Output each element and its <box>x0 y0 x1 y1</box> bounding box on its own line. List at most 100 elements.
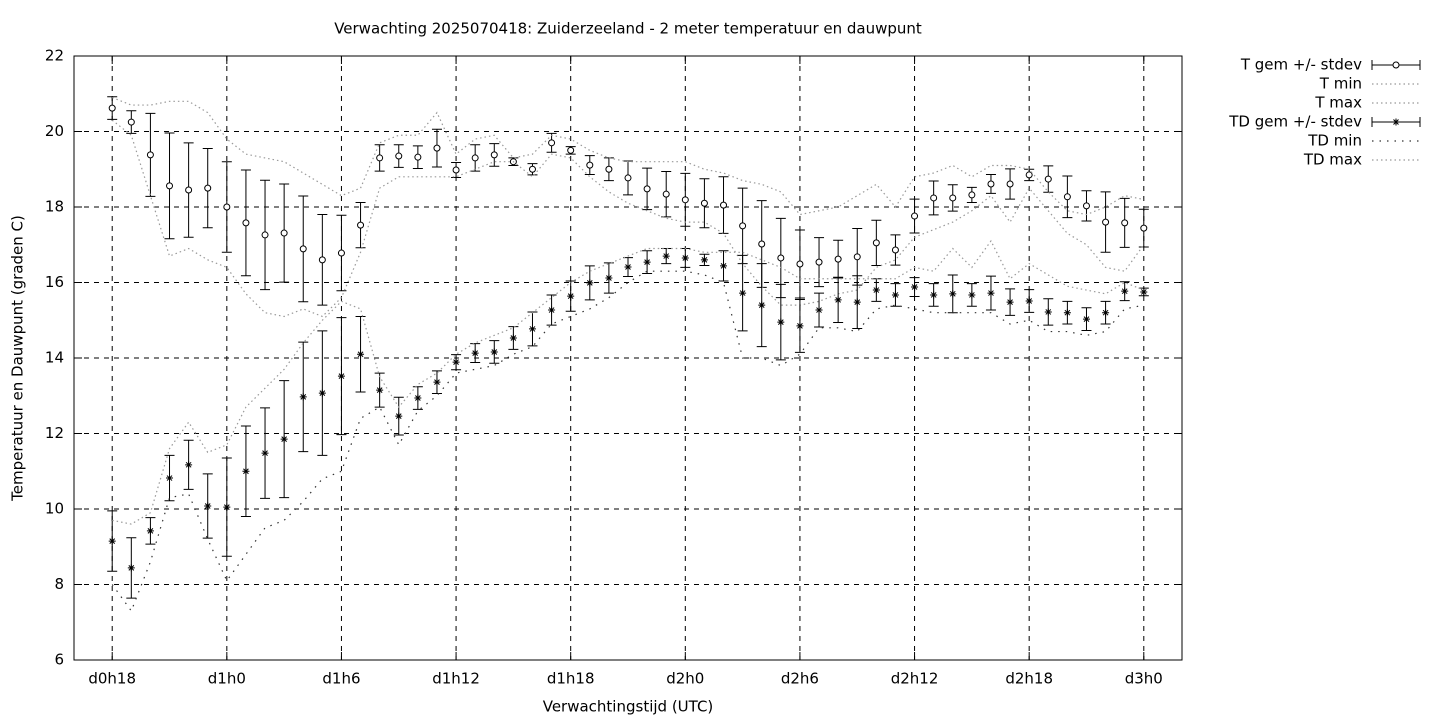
data-point <box>758 301 766 309</box>
y-tick-label: 8 <box>54 575 64 593</box>
x-tick-label: d1h6 <box>322 670 360 688</box>
x-tick-label: d3h0 <box>1125 670 1163 688</box>
x-tick-label: d2h12 <box>891 670 939 688</box>
data-point <box>853 253 861 261</box>
data-point <box>433 144 441 152</box>
range-line <box>111 119 1145 318</box>
data-point <box>414 394 422 402</box>
data-point <box>528 325 536 333</box>
legend-label: TD min <box>1307 132 1362 150</box>
data-point <box>815 258 823 266</box>
data-point <box>662 252 670 260</box>
x-tick-label: d2h18 <box>1005 670 1053 688</box>
x-tick-label: d1h12 <box>432 670 480 688</box>
range-line <box>112 239 1145 525</box>
data-point <box>700 256 708 264</box>
data-point <box>242 467 250 475</box>
data-point <box>299 245 307 253</box>
data-point <box>261 449 269 457</box>
data-point <box>318 256 326 264</box>
data-point <box>318 389 326 397</box>
x-tick-label: d1h18 <box>547 670 595 688</box>
data-point <box>1006 298 1014 306</box>
data-point <box>471 154 479 162</box>
range-line <box>111 96 1144 216</box>
data-point <box>758 240 766 248</box>
data-point <box>280 229 288 237</box>
y-tick-label: 16 <box>45 273 64 291</box>
data-point <box>471 349 479 357</box>
data-point <box>605 274 613 282</box>
data-point <box>261 231 269 239</box>
data-point <box>720 201 728 209</box>
data-point <box>949 290 957 298</box>
y-tick-label: 18 <box>45 198 64 216</box>
data-point <box>911 283 919 291</box>
data-point <box>490 348 498 356</box>
legend-marker <box>1392 118 1400 126</box>
data-point <box>490 151 498 159</box>
data-point <box>567 146 575 154</box>
legend-label: T max <box>1314 94 1362 112</box>
data-point <box>624 174 632 182</box>
data-point <box>834 255 842 263</box>
chart-title: Verwachting 2025070418: Zuiderzeeland - … <box>334 20 922 38</box>
data-point <box>586 161 594 169</box>
data-point <box>624 263 632 271</box>
data-point <box>911 212 919 220</box>
data-point <box>643 185 651 193</box>
data-point <box>204 184 212 192</box>
y-tick-label: 14 <box>45 349 64 367</box>
data-point <box>739 289 747 297</box>
x-tick-label: d2h6 <box>781 670 819 688</box>
data-point <box>223 203 231 211</box>
data-point <box>853 298 861 306</box>
data-point <box>777 318 785 326</box>
data-point <box>720 262 728 270</box>
data-point <box>872 286 880 294</box>
data-point <box>127 118 135 126</box>
data-point <box>796 260 804 268</box>
plot-frame <box>73 55 1183 661</box>
data-point <box>968 291 976 299</box>
legend-label: TD gem +/- stdev <box>1228 113 1362 131</box>
data-point <box>1025 171 1033 179</box>
data-point <box>1140 288 1148 296</box>
data-point <box>777 254 785 262</box>
data-point <box>1102 309 1110 317</box>
data-point <box>146 151 154 159</box>
y-tick-label: 20 <box>45 122 64 140</box>
data-point <box>834 296 842 304</box>
data-point <box>643 258 651 266</box>
data-point <box>1044 175 1052 183</box>
data-point <box>872 239 880 247</box>
y-tick-label: 6 <box>54 651 64 669</box>
data-point <box>108 537 116 545</box>
x-axis-label: Verwachtingstijd (UTC) <box>543 698 714 716</box>
data-point <box>1082 315 1090 323</box>
data-point <box>1025 297 1033 305</box>
data-point <box>930 291 938 299</box>
data-point <box>433 378 441 386</box>
data-point <box>739 222 747 230</box>
data-point <box>1006 180 1014 188</box>
data-point <box>414 153 422 161</box>
data-point <box>567 292 575 300</box>
data-point <box>968 191 976 199</box>
data-point <box>509 334 517 342</box>
data-point <box>376 386 384 394</box>
x-tick-label: d2h0 <box>666 670 704 688</box>
data-point <box>548 306 556 314</box>
data-point <box>166 182 174 190</box>
data-point <box>223 503 231 511</box>
data-point <box>108 104 116 112</box>
data-point <box>700 199 708 207</box>
legend-label: T gem +/- stdev <box>1240 56 1362 74</box>
data-point <box>185 461 193 469</box>
data-point <box>357 350 365 358</box>
data-point <box>337 249 345 257</box>
data-point <box>1063 193 1071 201</box>
